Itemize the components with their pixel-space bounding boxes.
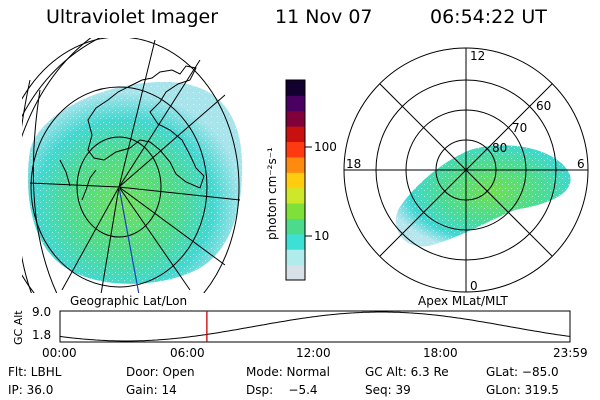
altitude-timeline bbox=[59, 310, 571, 343]
timeline-x-2359: 23:59 bbox=[553, 346, 588, 360]
mlt-label-12: 12 bbox=[470, 49, 485, 63]
colorbar-band bbox=[286, 233, 305, 250]
geo-latitude-rings bbox=[22, 38, 240, 293]
colorbar-band bbox=[286, 218, 305, 235]
colorbar-band bbox=[286, 95, 305, 112]
geographic-map bbox=[22, 38, 243, 293]
info-filter: Flt: LBHL bbox=[8, 365, 62, 379]
colorbar bbox=[285, 79, 312, 281]
timeline-ylabel: GC Alt bbox=[12, 310, 25, 345]
colorbar-band bbox=[286, 249, 305, 266]
timeline-y-top: 9.0 bbox=[32, 305, 52, 319]
timeline-x-1200: 12:00 bbox=[296, 346, 331, 360]
app-title: Ultraviolet Imager bbox=[46, 6, 219, 28]
date-label: 11 Nov 07 bbox=[275, 6, 373, 28]
mlat-label-80: 80 bbox=[492, 141, 507, 155]
polar-plot bbox=[343, 47, 589, 293]
timeline-y-bottom: 1.8 bbox=[32, 328, 52, 342]
polar-panel-label: Apex MLat/MLT bbox=[418, 294, 508, 308]
geo-coastline bbox=[59, 65, 205, 201]
colorbar-unit-label: photon cm⁻²s⁻¹ bbox=[265, 147, 279, 240]
timeline-x-0000: 00:00 bbox=[42, 346, 77, 360]
geo-meridians bbox=[29, 39, 241, 293]
info-glat: GLat: −85.0 bbox=[486, 365, 559, 379]
timeline-x-0600: 06:00 bbox=[170, 346, 205, 360]
info-gc-alt: GC Alt: 6.3 Re bbox=[365, 365, 449, 379]
colorbar-band bbox=[286, 126, 305, 143]
info-gain: Gain: 14 bbox=[126, 383, 177, 397]
info-door: Door: Open bbox=[126, 365, 195, 379]
timeline-x-1800: 18:00 bbox=[423, 346, 458, 360]
geo-blue-meridian bbox=[118, 186, 140, 293]
colorbar-label-100: 100 bbox=[314, 140, 337, 154]
mlat-label-70: 70 bbox=[512, 121, 527, 135]
colorbar-label-10: 10 bbox=[314, 229, 329, 243]
altitude-curve bbox=[59, 311, 571, 342]
info-ip: IP: 36.0 bbox=[8, 383, 54, 397]
mlat-label-60: 60 bbox=[536, 99, 551, 113]
colorbar-band bbox=[286, 110, 305, 127]
mlt-label-6: 6 bbox=[577, 157, 585, 171]
info-mode: Mode: Normal bbox=[246, 365, 330, 379]
mlt-label-18: 18 bbox=[346, 157, 361, 171]
info-glon: GLon: 319.5 bbox=[486, 383, 559, 397]
geo-panel-label: Geographic Lat/Lon bbox=[70, 294, 188, 308]
colorbar-band bbox=[286, 203, 305, 219]
time-label: 06:54:22 UT bbox=[430, 6, 547, 28]
timeline-frame bbox=[59, 310, 571, 343]
colorbar-band bbox=[286, 264, 305, 281]
info-seq: Seq: 39 bbox=[365, 383, 411, 397]
mlt-label-0: 0 bbox=[470, 279, 478, 293]
colorbar-band bbox=[286, 141, 305, 158]
colorbar-band bbox=[286, 80, 305, 96]
colorbar-band bbox=[286, 156, 305, 173]
colorbar-band bbox=[286, 172, 305, 189]
colorbar-band bbox=[286, 187, 305, 204]
info-dsp: Dsp: −5.4 bbox=[246, 383, 318, 397]
